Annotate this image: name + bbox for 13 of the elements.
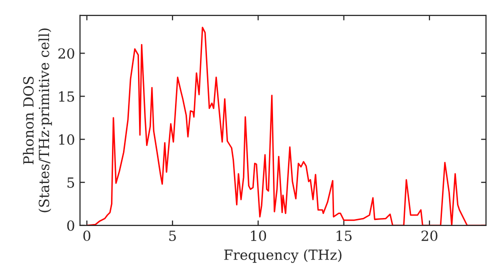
x-axis-title: Frequency (THz)	[224, 249, 342, 263]
x-tick-label: 15	[336, 230, 352, 242]
x-tick-label: 5	[169, 230, 176, 242]
y-tick-label: 15	[59, 91, 74, 102]
x-tick-label: 10	[251, 230, 266, 242]
x-tick-label: 20	[422, 230, 438, 242]
y-tick-label: 20	[58, 48, 74, 59]
y-tick-label: 0	[67, 220, 74, 231]
y-tick-label: 10	[59, 134, 74, 145]
x-tick-label: 0	[83, 230, 90, 242]
y-tick-label: 5	[67, 178, 74, 188]
y-axis-title: Phonon DOS (States/THz·primitive cell)	[22, 28, 52, 212]
line-series	[86, 26, 486, 226]
